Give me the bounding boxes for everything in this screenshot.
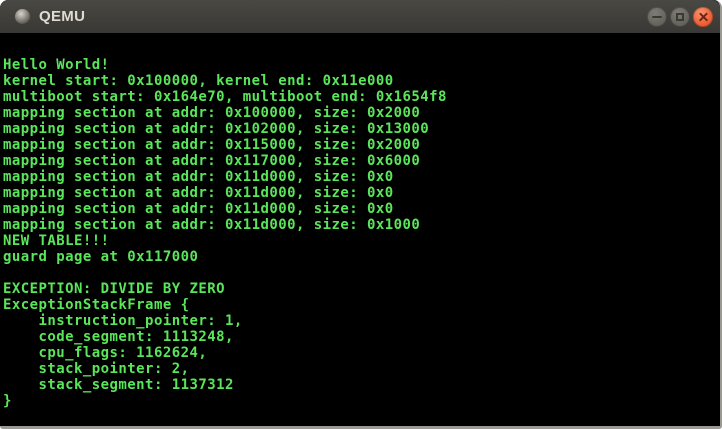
qemu-window-icon[interactable] <box>15 9 30 24</box>
maximize-button[interactable] <box>670 6 690 27</box>
minimize-icon <box>652 15 662 18</box>
terminal-output: Hello World! kernel start: 0x100000, ker… <box>3 57 447 409</box>
titlebar[interactable]: QEMU <box>0 0 720 33</box>
maximize-icon <box>676 12 684 21</box>
window-controls <box>647 6 713 27</box>
close-button[interactable] <box>693 6 713 27</box>
minimize-button[interactable] <box>647 6 667 27</box>
vga-display[interactable]: Hello World! kernel start: 0x100000, ker… <box>0 33 720 426</box>
window-title: QEMU <box>39 8 86 25</box>
close-icon <box>693 7 713 27</box>
